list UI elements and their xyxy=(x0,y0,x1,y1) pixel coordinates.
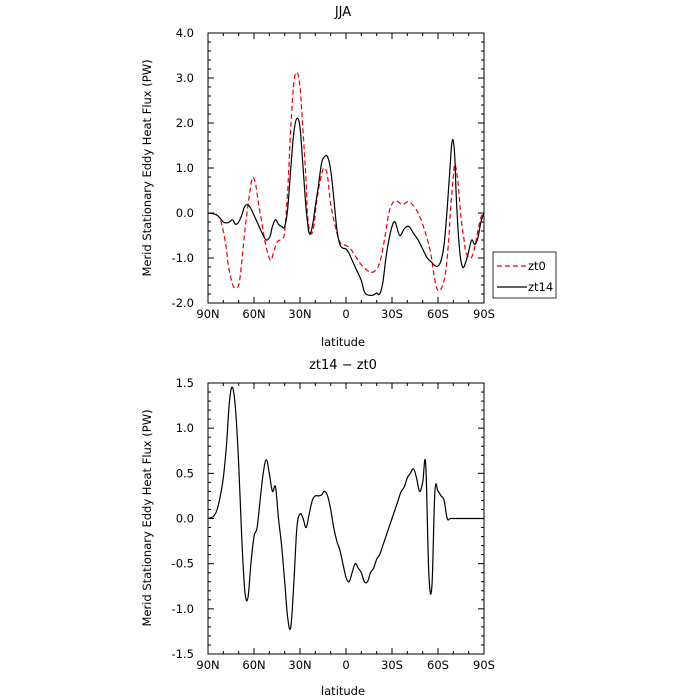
x-tick-label: 30S xyxy=(381,658,403,672)
chart-title: zt14 − zt0 xyxy=(309,358,377,373)
y-tick-label: -1.5 xyxy=(172,647,194,661)
plot-frame xyxy=(207,32,485,304)
chart-title: JJA xyxy=(334,5,351,20)
chart-axes: 90N 60N 30N 0 30S 60S 90S -2.0 -1.0 0.0 1.0 2.0 3.0 4… xyxy=(172,26,495,321)
chart-jja: JJA 90N 60N 30N 0 30S 60S 90S -2.0 -1.0 0.0 1.0 2.0… xyxy=(140,5,557,349)
y-tick-label: -1.0 xyxy=(172,251,194,265)
x-tick-label: 90S xyxy=(473,658,495,672)
y-tick-label: 1.0 xyxy=(176,161,194,175)
y-tick-label: -2.0 xyxy=(172,296,194,310)
x-axis-title: latitude xyxy=(321,684,365,698)
legend-box xyxy=(492,251,557,299)
y-tick-label: 1.0 xyxy=(176,421,194,435)
x-tick-label: 60S xyxy=(427,658,449,672)
y-tick-label: 1.5 xyxy=(176,376,194,390)
y-tick-label: 4.0 xyxy=(176,26,194,40)
x-tick-label: 0 xyxy=(342,658,349,672)
x-tick-label: 60N xyxy=(242,307,265,321)
y-tick-label: 3.0 xyxy=(176,71,194,85)
legend: zt0 zt14 xyxy=(492,251,557,299)
legend-label-zt0: zt0 xyxy=(528,259,546,273)
plot-frame xyxy=(207,382,485,655)
x-tick-label: 90N xyxy=(196,658,219,672)
x-tick-label: 90S xyxy=(473,307,495,321)
x-tick-label: 30N xyxy=(288,658,311,672)
x-tick-label: 90N xyxy=(196,307,219,321)
y-tick-label: -1.0 xyxy=(172,602,194,616)
x-axis-title: latitude xyxy=(321,335,365,349)
series-line-zt14 xyxy=(207,117,485,297)
chart-difference: zt14 − zt0 90N 60N 30N 0 30S 60S 90S -1.5 -1.0 -0… xyxy=(140,358,495,698)
series-line-zt0 xyxy=(207,71,485,292)
y-tick-label: 0.0 xyxy=(176,512,194,526)
y-tick-label: 2.0 xyxy=(176,116,194,130)
y-tick-label: -0.5 xyxy=(172,557,194,571)
legend-label-zt14: zt14 xyxy=(528,280,553,294)
series-line-difference xyxy=(207,386,484,630)
y-tick-label: 0.5 xyxy=(176,466,194,480)
x-tick-label: 30S xyxy=(381,307,403,321)
y-tick-label: 0.0 xyxy=(176,206,194,220)
x-tick-label: 30N xyxy=(288,307,311,321)
y-axis-title: Merid Stationary Eddy Heat Flux (PW) xyxy=(140,409,154,626)
y-axis-title: Merid Stationary Eddy Heat Flux (PW) xyxy=(140,59,154,276)
chart-series xyxy=(207,71,485,297)
x-tick-label: 0 xyxy=(342,307,349,321)
x-tick-label: 60S xyxy=(427,307,449,321)
x-tick-label: 60N xyxy=(242,658,265,672)
chart-series xyxy=(207,386,484,630)
chart-axes: 90N 60N 30N 0 30S 60S 90S -1.5 -1.0 -0.5 0.0 0.5 1.0… xyxy=(172,376,495,672)
